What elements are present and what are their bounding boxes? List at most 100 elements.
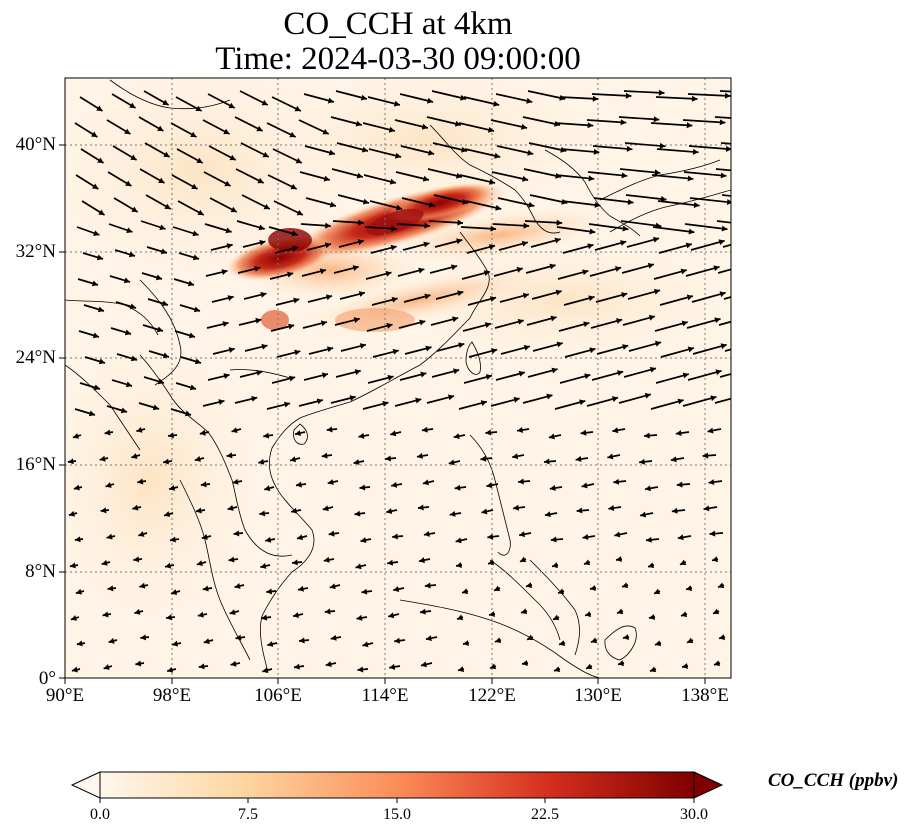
wind-arrow-head [584,373,591,380]
wind-arrow-head [389,663,396,670]
wind-arrow-head [391,296,398,303]
wind-arrow-shaft [624,142,666,148]
wind-arrow-head [356,614,363,621]
wind-arrow-head [228,556,235,563]
wind-arrow-head [187,280,194,287]
wind-arrow-head [203,638,210,644]
plot-frame [64,77,732,679]
wind-arrow-shaft [660,347,695,358]
wind-arrow-head [103,664,110,670]
wind-arrow-head [391,225,397,232]
wind-arrow-head [714,317,721,324]
wind-arrow-head [321,372,328,379]
wind-arrow-head [264,485,271,492]
wind-arrow-head [513,504,519,511]
wind-arrow-head [485,429,492,436]
wind-arrow-head [223,373,230,379]
wind-arrow-head [622,582,629,589]
wind-arrow-head [100,507,107,514]
wind-arrow-head [487,126,495,133]
wind-arrow-shaft [496,145,534,155]
wind-arrow-shaft [658,243,693,254]
wind-arrow-head [193,306,200,313]
wind-arrow-head [328,149,335,156]
wind-arrow-head [225,227,232,234]
wind-arrow-head [390,430,397,437]
wind-arrow-shaft [627,289,661,300]
wind-arrow-head [519,531,526,538]
wind-arrow-head [361,146,368,153]
x-tick-label: 114°E [361,685,409,706]
wind-arrow-shaft [723,296,731,300]
wind-arrow-head [687,175,694,182]
wind-arrow-head [258,458,265,465]
wind-arrow-head [688,228,695,235]
wind-arrow-head [712,556,719,563]
wind-arrow-head [68,510,75,517]
wind-arrow-head [196,157,203,164]
wind-arrow-head [523,344,530,351]
wind-arrow-shaft [588,223,629,231]
wind-arrow-head [359,343,366,349]
wind-arrow-head [255,317,262,324]
wind-arrow-head [554,237,561,244]
wind-arrow-head [92,183,99,189]
wind-arrow-head [126,227,133,234]
wind-arrow-head [556,219,563,226]
wind-arrow-head [425,635,432,642]
wind-arrow-head [484,322,491,328]
wind-arrow-head [543,458,550,465]
wind-arrow-head [589,347,596,354]
wind-arrow-head [235,634,242,641]
wind-arrow-head [327,346,334,353]
wind-arrow-head [512,453,519,460]
wind-arrow-head [353,317,360,323]
wind-arrow-head [130,355,137,362]
wind-arrow-head [196,560,203,566]
wind-arrow-head [691,95,698,102]
wind-arrow-head [136,426,143,433]
wind-arrow-head [748,366,754,372]
wind-arrow-head [382,400,389,407]
wind-arrow-head [546,393,553,400]
wind-arrow-head [163,151,170,157]
wind-arrow-head [680,268,687,275]
wind-arrow-head [260,563,267,569]
wind-arrow-shaft [523,168,562,178]
wind-arrow-shaft [369,200,403,210]
wind-arrow-head [170,536,176,543]
wind-arrow-head [421,426,428,433]
wind-arrow-head [719,119,726,126]
wind-arrow-head [200,481,207,488]
wind-arrow-shaft [650,399,684,410]
wind-arrow-head [322,128,329,135]
wind-arrow-head [387,374,394,381]
wind-arrow-head [654,588,661,595]
wind-arrow-shaft [682,119,726,124]
wind-arrow-shaft [428,220,464,224]
wind-arrow-head [653,288,661,295]
wind-arrow-head [755,223,761,229]
wind-arrow-shaft [628,341,662,352]
wind-arrow-head [616,556,622,563]
wind-arrow-head [513,396,520,403]
wind-arrow-head [330,634,337,641]
wind-arrow-shaft [719,90,731,93]
wind-arrow-shaft [432,142,468,152]
wind-arrow-head [359,484,366,491]
wind-arrow-shaft [464,148,501,158]
wind-arrow-head [102,611,109,618]
wind-arrow-head [169,484,176,491]
wind-arrow-head [682,372,689,379]
wind-arrow-head [458,666,465,673]
wind-arrow-head [226,452,233,459]
wind-arrow-shaft [715,168,731,172]
wind-arrow-head [488,559,495,566]
wind-arrow-head [130,154,137,160]
wind-arrow-head [518,478,524,485]
wind-arrow-head [523,222,530,229]
wind-arrow-head [104,429,111,436]
wind-arrow-head [686,122,693,129]
wind-arrow-head [392,533,398,540]
wind-arrow-head [655,640,662,647]
